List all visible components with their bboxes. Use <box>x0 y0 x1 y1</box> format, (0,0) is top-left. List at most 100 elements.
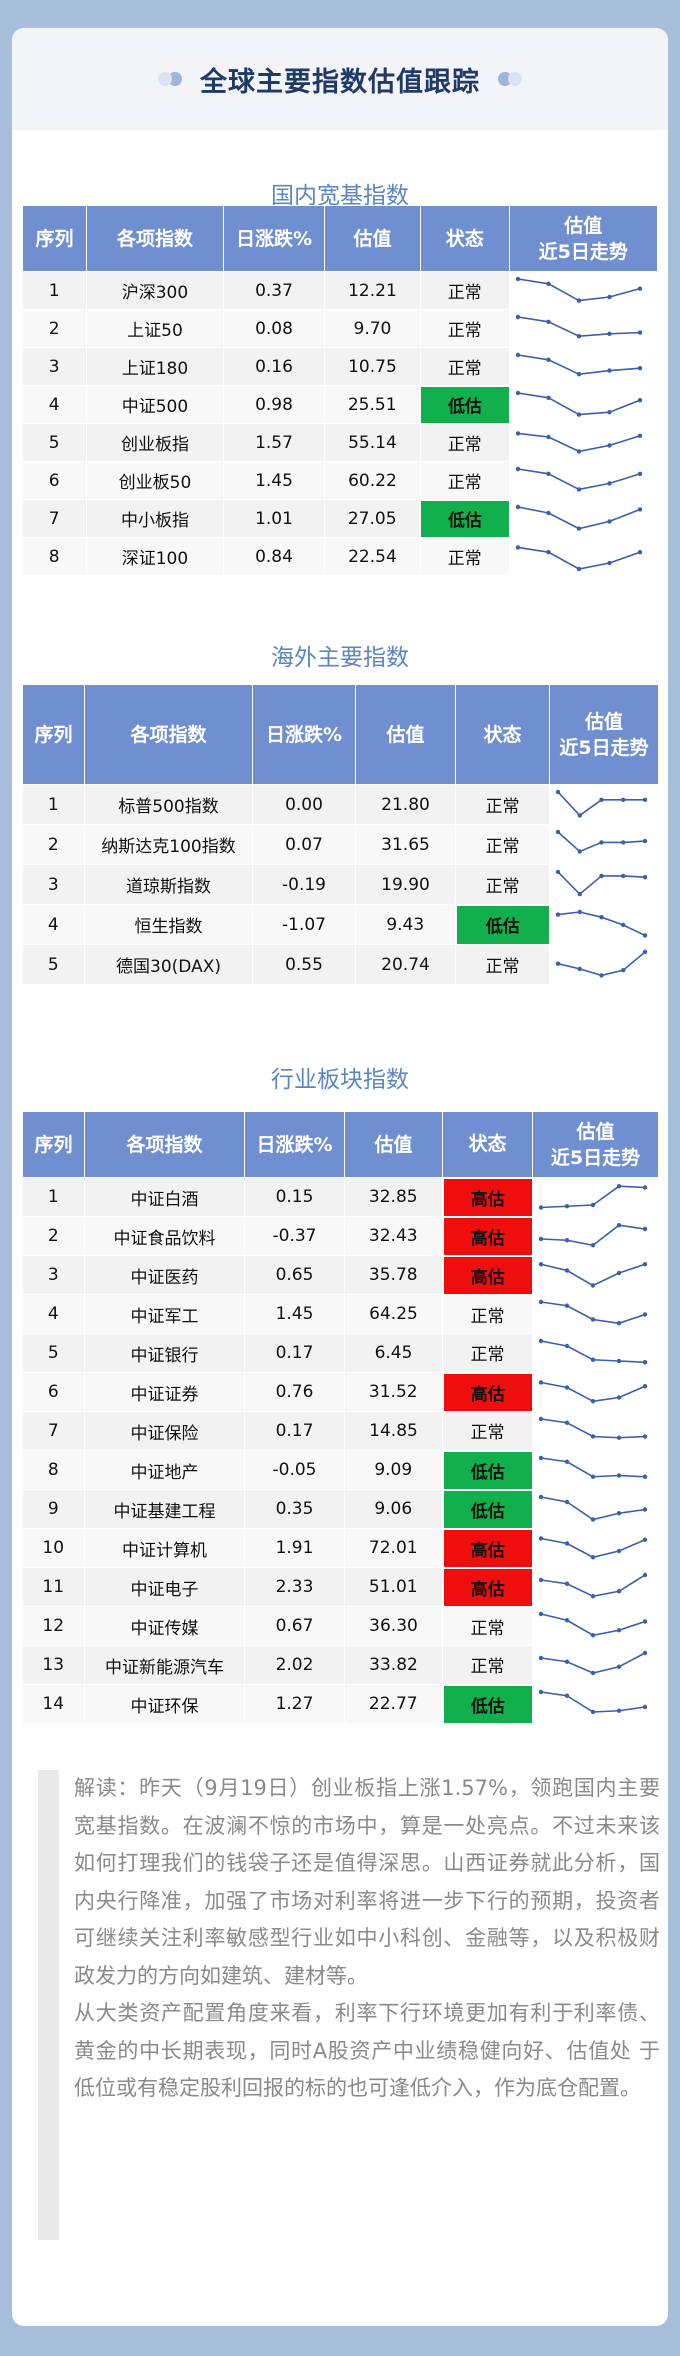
cell-valuation: 64.25 <box>344 1294 443 1334</box>
trend-point <box>538 1204 544 1210</box>
cell-name: 中证白酒 <box>84 1177 245 1217</box>
cell-valuation: 21.80 <box>355 784 456 825</box>
section-title-industry: 行业板块指数 <box>271 1067 409 1093</box>
table-row: 14 中证环保 1.27 22.77 低估 <box>22 1683 659 1724</box>
status-badge: 正常 <box>455 864 550 905</box>
trend-sparkline-cell <box>549 784 659 825</box>
trend-sparkline-cell <box>532 1489 659 1529</box>
column-header: 状态 <box>442 1111 533 1178</box>
trend-point <box>590 1316 596 1322</box>
status-badge: 高估 <box>441 1371 533 1412</box>
table-row: 13 中证新能源汽车 2.02 33.82 正常 <box>22 1645 659 1685</box>
cell-no: 14 <box>22 1684 85 1724</box>
trend-line <box>540 1223 646 1246</box>
cell-change: -0.05 <box>244 1450 345 1490</box>
trend-sparkline-cell <box>532 1450 659 1490</box>
table-row: 3 道琼斯指数 -0.19 19.90 正常 <box>22 864 659 905</box>
trend-point <box>538 1535 544 1541</box>
trend-sparkline-cell <box>532 1645 659 1685</box>
trend-point <box>564 1581 570 1586</box>
trend-point <box>616 1358 622 1363</box>
cell-valuation: 60.22 <box>324 461 421 500</box>
trend-point <box>590 1593 596 1598</box>
status-badge: 低估 <box>419 498 510 538</box>
trend-point <box>637 365 642 370</box>
trend-point <box>577 909 582 914</box>
cell-valuation: 22.77 <box>344 1684 443 1724</box>
trend-point <box>590 1202 596 1207</box>
trend-point <box>545 395 551 400</box>
trend-point <box>538 1416 544 1421</box>
column-header: 日涨跌% <box>252 684 356 785</box>
trend-line <box>540 1262 646 1286</box>
cell-no: 11 <box>22 1567 85 1607</box>
trend-sparkline <box>515 352 642 376</box>
trend-point <box>590 1357 596 1362</box>
cell-change: 0.07 <box>252 824 356 865</box>
trend-point <box>555 911 561 917</box>
trend-point <box>576 566 581 571</box>
cell-no: 3 <box>22 347 87 386</box>
status-badge: 低估 <box>441 1488 533 1529</box>
trend-point <box>642 1226 648 1231</box>
report-card: 全球主要指数估值跟踪 国内宽基指数 序列 各项指数 日涨跌% 估值 状态 估值 近5日走势… <box>12 28 668 2326</box>
trend-point <box>545 549 551 554</box>
status-badge: 高估 <box>441 1215 533 1256</box>
trend-point <box>606 442 612 448</box>
trend-point <box>616 1548 622 1553</box>
trend-point <box>515 504 520 509</box>
cell-change: 0.37 <box>223 271 326 310</box>
trend-point <box>564 1659 570 1664</box>
trend-point <box>642 1650 648 1655</box>
trend-sparkline-cell <box>532 1528 659 1568</box>
cell-name: 道琼斯指数 <box>84 864 253 905</box>
trend-point <box>642 1474 648 1479</box>
trend-point <box>621 967 626 972</box>
cell-valuation: 27.05 <box>324 499 421 538</box>
trend-point <box>576 297 581 303</box>
trend-point <box>515 466 520 471</box>
trend-line <box>540 1612 646 1636</box>
trend-point <box>545 510 551 515</box>
column-header: 估值 <box>355 684 456 785</box>
cell-name: 深证100 <box>86 537 225 576</box>
trend-point <box>515 314 520 319</box>
trend-sparkline-cell <box>532 1255 659 1295</box>
cell-valuation: 6.45 <box>344 1333 443 1373</box>
trend-sparkline <box>538 1494 648 1522</box>
trend-point <box>606 518 612 524</box>
cell-change: 1.45 <box>223 461 326 500</box>
trend-point <box>564 1237 570 1242</box>
trend-sparkline-cell <box>509 537 659 576</box>
table-row: 4 中证军工 1.45 64.25 正常 <box>22 1294 659 1334</box>
cell-name: 中证证券 <box>84 1372 245 1412</box>
trend-line <box>517 432 640 452</box>
trend-point <box>555 789 561 794</box>
status-badge: 正常 <box>442 1411 533 1451</box>
trend-point <box>642 1311 648 1317</box>
cell-no: 1 <box>22 271 87 310</box>
trend-sparkline <box>555 789 648 818</box>
cell-name: 中证基建工程 <box>84 1489 245 1529</box>
cell-change: 0.84 <box>223 537 326 576</box>
table-overseas: 序列 各项指数 日涨跌% 估值 状态 估值 近5日走势 1 标普500指数 0.00 21.80 正… <box>22 684 659 985</box>
cell-valuation: 12.21 <box>324 271 421 310</box>
cell-name: 中证银行 <box>84 1333 245 1373</box>
trend-point <box>616 1708 622 1713</box>
trend-point <box>616 1270 622 1275</box>
status-badge: 正常 <box>442 1645 533 1685</box>
table-row: 1 标普500指数 0.00 21.80 正常 <box>22 784 659 825</box>
status-badge: 高估 <box>441 1254 533 1295</box>
trend-point <box>545 357 551 362</box>
trend-line <box>540 1651 646 1674</box>
cell-no: 2 <box>22 309 87 348</box>
cell-name: 上证180 <box>86 347 225 386</box>
cell-valuation: 9.06 <box>344 1489 443 1529</box>
trend-sparkline-cell <box>509 385 659 424</box>
trend-point <box>590 1516 596 1522</box>
trend-point <box>616 1320 622 1325</box>
cell-no: 1 <box>22 1177 85 1217</box>
trend-point <box>538 1379 544 1385</box>
cell-valuation: 9.43 <box>355 904 456 945</box>
trend-point <box>599 873 604 878</box>
